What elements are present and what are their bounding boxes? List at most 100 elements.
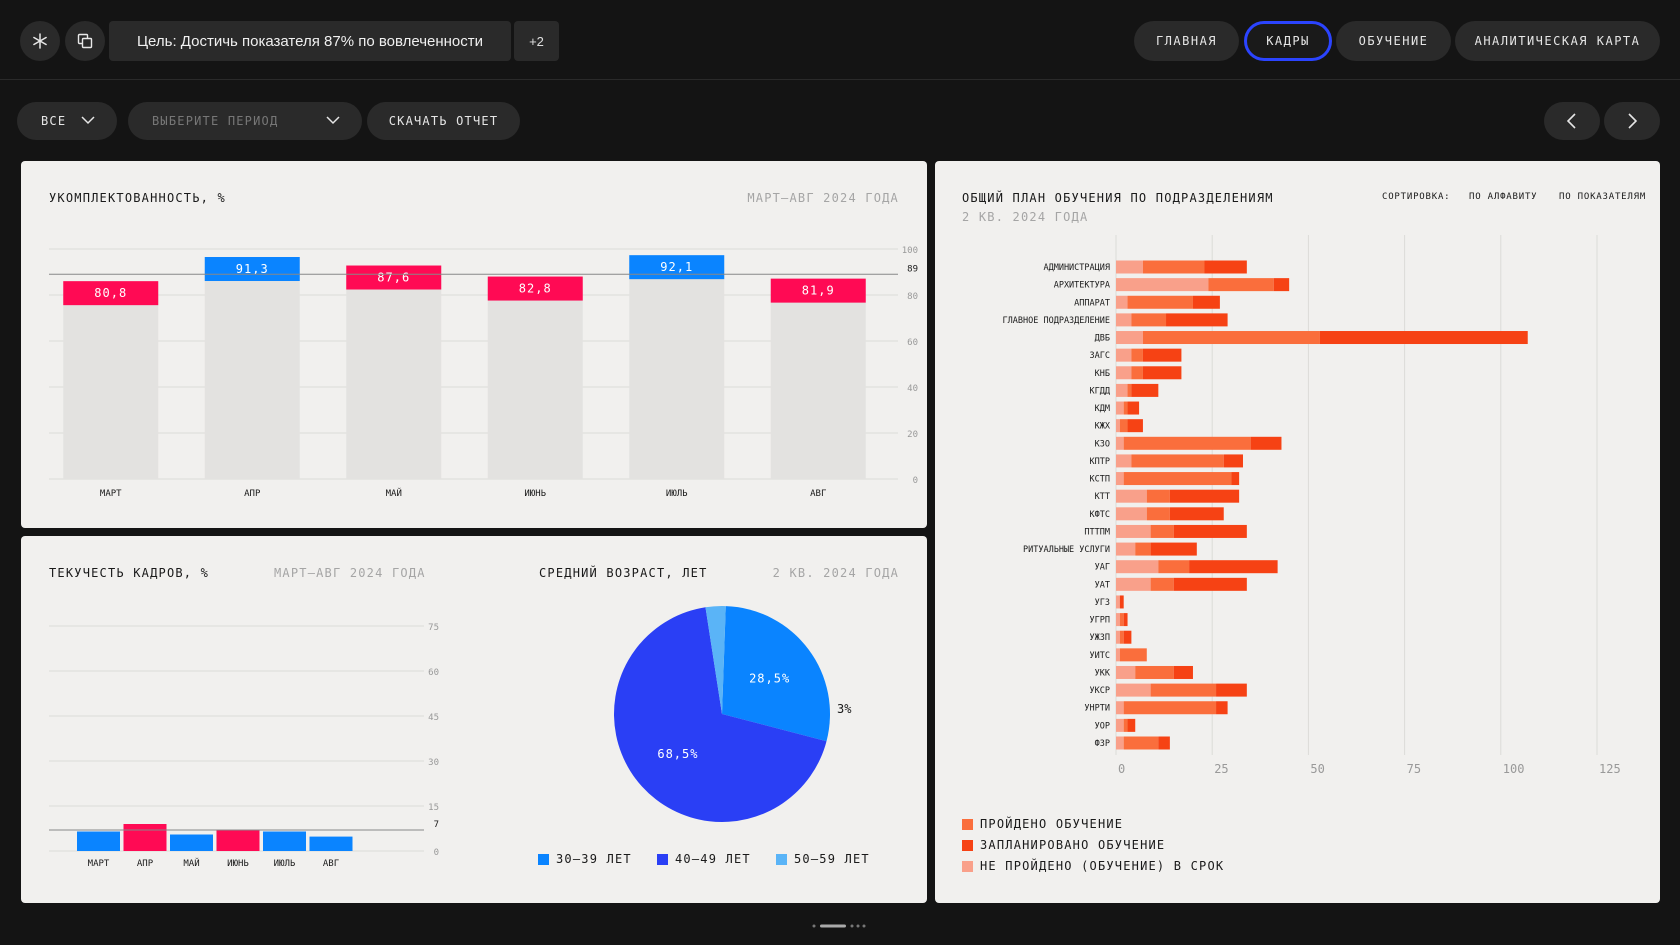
training-legend-item: ЗАПЛАНИРОВАНО ОБУЧЕНИЕ: [962, 838, 1165, 852]
x-tick-label: ИЮНЬ: [227, 859, 249, 869]
prev-page-button[interactable]: [1544, 102, 1600, 140]
extra-goals-badge[interactable]: +2: [514, 21, 559, 61]
x-tick-label: ИЮНЬ: [524, 489, 546, 499]
y-category-label: КФТС: [1090, 510, 1110, 520]
bar-segment: [1123, 718, 1128, 732]
bar-value-badge: [629, 255, 725, 280]
bar-segment: [1223, 454, 1243, 468]
bar-segment: [1123, 736, 1159, 750]
bar-value-label: 87,6: [377, 271, 410, 285]
legend-swatch: [962, 860, 973, 872]
target-label: 7: [434, 820, 439, 830]
x-tick-label: 50: [1310, 762, 1324, 776]
legend-swatch: [962, 818, 973, 830]
copy-button[interactable]: [65, 21, 105, 61]
tab-main[interactable]: ГЛАВНАЯ: [1134, 21, 1239, 61]
bar-segment: [1116, 419, 1120, 433]
y-category-label: КЖХ: [1095, 422, 1111, 432]
y-tick-label: 45: [428, 713, 439, 723]
bar-segment: [1146, 489, 1170, 503]
x-tick-label: МАЙ: [386, 487, 402, 499]
y-category-label: УАГ: [1095, 563, 1110, 573]
bar: [346, 277, 442, 479]
y-category-label: АППАРАТ: [1074, 298, 1110, 308]
bar-segment: [1173, 665, 1193, 679]
legend-label: ЗАПЛАНИРОВАНО ОБУЧЕНИЕ: [980, 838, 1166, 852]
sort-value-button[interactable]: ПО ПОКАЗАТЕЛЯМ: [1559, 192, 1647, 202]
asterisk-menu-button[interactable]: [20, 21, 60, 61]
bar-segment: [1216, 701, 1228, 715]
y-category-label: УГРП: [1090, 616, 1110, 626]
legend-label: 50–59 ЛЕТ: [794, 852, 870, 866]
bar-segment: [1158, 736, 1170, 750]
bar-segment: [1123, 630, 1132, 644]
bar-segment: [1150, 683, 1217, 697]
legend-swatch: [538, 853, 549, 865]
tab-training[interactable]: ОБУЧЕНИЕ: [1336, 21, 1451, 61]
training-card: ОБЩИЙ ПЛАН ОБУЧЕНИЯ ПО ПОДРАЗДЕЛЕНИЯМ 2 …: [935, 161, 1660, 903]
chevron-right-icon: [1628, 113, 1637, 129]
bar-segment: [1131, 383, 1159, 397]
legend-label: 40–49 ЛЕТ: [675, 852, 751, 866]
bar-value-badge: [770, 278, 866, 303]
bar-segment: [1116, 701, 1124, 715]
bar: [263, 831, 306, 851]
bar-value-label: 91,3: [236, 262, 269, 276]
legend-swatch: [657, 853, 668, 865]
bar-segment: [1116, 489, 1147, 503]
copy-icon: [77, 33, 93, 49]
bar-segment: [1166, 313, 1228, 327]
goal-banner[interactable]: Цель: Достичь показателя 87% по вовлечен…: [109, 21, 511, 61]
bar-segment: [1116, 313, 1132, 327]
y-tick-label: 0: [434, 848, 439, 858]
bar-value-badge: [204, 257, 300, 282]
bar-segment: [1123, 472, 1232, 486]
y-tick-label: 30: [428, 758, 439, 768]
y-category-label: КСТП: [1090, 475, 1110, 485]
bar: [770, 290, 866, 479]
page-indicator: [812, 924, 866, 928]
bar-segment: [1231, 472, 1240, 486]
y-tick-label: 60: [428, 668, 439, 678]
legend-swatch: [962, 839, 973, 851]
tab-analytics-map[interactable]: АНАЛИТИЧЕСКАЯ КАРТА: [1455, 21, 1660, 61]
period-select[interactable]: ВЫБЕРИТЕ ПЕРИОД: [128, 102, 362, 140]
age-period: 2 КВ. 2024 ГОДА: [772, 566, 899, 580]
next-page-button[interactable]: [1604, 102, 1660, 140]
download-report-button[interactable]: СКАЧАТЬ ОТЧЕТ: [367, 102, 520, 140]
training-title: ОБЩИЙ ПЛАН ОБУЧЕНИЯ ПО ПОДРАЗДЕЛЕНИЯМ: [962, 191, 1274, 205]
staffing-period: МАРТ–АВГ 2024 ГОДА: [747, 191, 899, 205]
bar: [170, 834, 213, 851]
staffing-title: УКОМПЛЕКТОВАННОСТЬ, %: [49, 191, 226, 205]
x-tick-label: ИЮЛЬ: [666, 489, 688, 499]
bar-segment: [1142, 366, 1182, 380]
bar-segment: [1131, 454, 1224, 468]
y-tick-label: 100: [902, 246, 918, 256]
pie-slice: [705, 606, 726, 714]
y-tick-label: 20: [907, 430, 918, 440]
bar-value-label: 81,9: [802, 284, 835, 298]
scope-select[interactable]: ВСЕ: [17, 102, 117, 140]
x-tick-label: АВГ: [323, 859, 339, 869]
bar-segment: [1216, 683, 1247, 697]
bar-segment: [1116, 613, 1120, 627]
bar-segment: [1116, 348, 1132, 362]
bar-segment: [1127, 401, 1140, 415]
bar-segment: [1142, 348, 1182, 362]
bar-segment: [1116, 507, 1147, 521]
tab-staff[interactable]: КАДРЫ: [1244, 21, 1332, 61]
bar-segment: [1127, 718, 1136, 732]
bar-value-badge: [487, 276, 583, 301]
bar-segment: [1116, 718, 1124, 732]
bar-segment: [1116, 683, 1151, 697]
y-tick-label: 40: [907, 384, 918, 394]
y-tick-label: 0: [913, 476, 918, 486]
sort-alphabet-button[interactable]: ПО АЛФАВИТУ: [1469, 192, 1538, 202]
chevron-down-icon: [81, 116, 95, 125]
y-category-label: УАТ: [1095, 580, 1110, 590]
bar-segment: [1119, 630, 1124, 644]
bar: [487, 288, 583, 479]
x-tick-label: МАРТ: [88, 859, 110, 869]
bar: [309, 836, 353, 851]
bar-segment: [1119, 648, 1147, 662]
